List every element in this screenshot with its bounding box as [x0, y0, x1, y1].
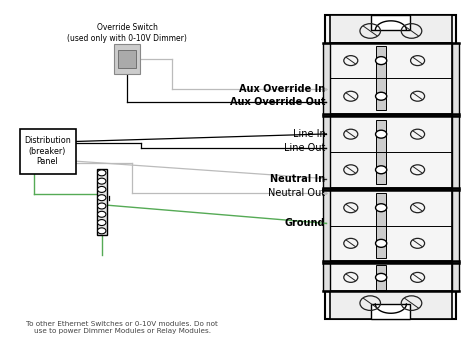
- Text: Neutral In: Neutral In: [270, 174, 326, 184]
- Bar: [372, 304, 410, 319]
- Bar: [330, 291, 452, 319]
- Bar: [330, 264, 452, 291]
- Circle shape: [98, 203, 106, 209]
- Bar: [376, 193, 386, 258]
- Bar: [330, 16, 452, 318]
- Bar: [330, 15, 452, 43]
- Text: Line Out: Line Out: [284, 143, 326, 153]
- Bar: [376, 265, 386, 290]
- Bar: [330, 43, 452, 114]
- Circle shape: [98, 187, 106, 192]
- Circle shape: [98, 220, 106, 225]
- Bar: [330, 116, 452, 188]
- Circle shape: [375, 130, 387, 138]
- Circle shape: [375, 239, 387, 247]
- Text: Override Switch
(used only with 0-10V Dimmer): Override Switch (used only with 0-10V Di…: [67, 23, 187, 43]
- Bar: [376, 120, 386, 184]
- Text: To other Ethernet Switches or 0-10V modules. Do not
use to power Dimmer Modules : To other Ethernet Switches or 0-10V modu…: [27, 321, 218, 334]
- Text: Distribution
(breaker)
Panel: Distribution (breaker) Panel: [24, 137, 71, 166]
- Bar: [376, 46, 386, 111]
- Circle shape: [375, 273, 387, 281]
- Circle shape: [98, 178, 106, 184]
- Circle shape: [375, 166, 387, 174]
- Text: Ground: Ground: [285, 218, 326, 228]
- Bar: [452, 43, 459, 291]
- Text: Neutral Out: Neutral Out: [268, 188, 326, 198]
- Text: Aux Override In: Aux Override In: [239, 84, 326, 94]
- Circle shape: [98, 228, 106, 234]
- Bar: [326, 15, 456, 319]
- Bar: [97, 169, 107, 235]
- Bar: [372, 15, 410, 30]
- Bar: [118, 50, 136, 68]
- Text: Aux Override Out: Aux Override Out: [230, 97, 326, 107]
- Text: Line In: Line In: [293, 129, 326, 139]
- Circle shape: [375, 92, 387, 100]
- Circle shape: [98, 170, 106, 176]
- Bar: [323, 43, 330, 291]
- Circle shape: [375, 57, 387, 65]
- Circle shape: [375, 204, 387, 212]
- Bar: [114, 45, 140, 74]
- Circle shape: [98, 195, 106, 201]
- Circle shape: [98, 211, 106, 217]
- Bar: [330, 190, 452, 261]
- Bar: [19, 129, 75, 174]
